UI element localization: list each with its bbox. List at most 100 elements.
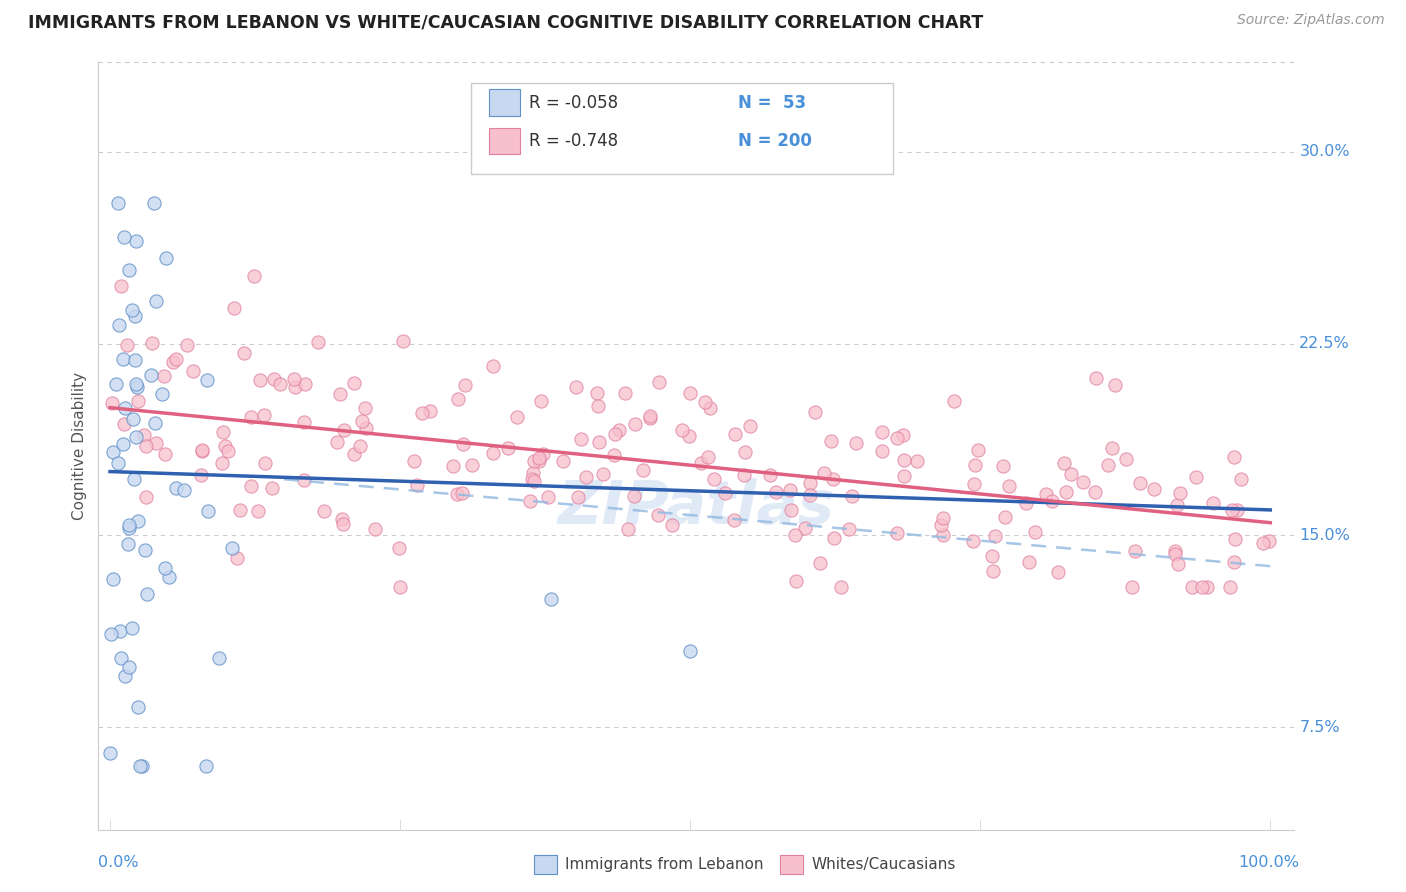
Point: [1202, 495, 1225, 509]
Point: [931, 511, 953, 525]
Point: [284, 380, 307, 394]
Point: [330, 512, 353, 526]
Point: [419, 404, 441, 418]
Point: [821, 472, 844, 486]
Point: [1071, 475, 1094, 489]
Point: [211, 456, 233, 470]
Point: [799, 476, 821, 491]
Point: [153, 369, 176, 384]
Point: [724, 426, 747, 441]
Point: [197, 373, 219, 387]
Point: [165, 481, 187, 495]
Point: [326, 434, 349, 449]
Point: [1191, 580, 1213, 594]
Point: [1101, 441, 1123, 455]
Point: [364, 522, 387, 536]
Point: [872, 444, 894, 458]
Point: [981, 549, 1004, 564]
Point: [292, 474, 315, 488]
Point: [159, 570, 181, 584]
Point: [214, 439, 236, 453]
Point: [1143, 483, 1166, 497]
Point: [153, 447, 176, 461]
Point: [1225, 532, 1247, 546]
Point: [141, 336, 163, 351]
Point: [1035, 487, 1057, 501]
Point: [388, 580, 411, 594]
Point: [963, 458, 986, 472]
Point: [891, 427, 914, 442]
Point: [181, 363, 204, 377]
Point: [101, 396, 124, 410]
Point: [153, 560, 176, 574]
Point: [813, 466, 835, 480]
Point: [1059, 467, 1081, 482]
Point: [118, 521, 141, 535]
Point: [1097, 458, 1119, 472]
Point: [943, 394, 966, 409]
Point: [124, 430, 146, 444]
Point: [388, 541, 411, 555]
Point: [998, 479, 1021, 493]
Point: [124, 309, 146, 323]
Point: [586, 385, 609, 400]
Point: [145, 436, 167, 450]
Point: [1024, 525, 1046, 540]
Point: [127, 393, 149, 408]
Point: [1167, 557, 1189, 571]
Point: [967, 442, 990, 457]
Point: [567, 490, 589, 504]
Point: [240, 478, 263, 492]
Point: [162, 355, 184, 369]
Text: 22.5%: 22.5%: [1299, 336, 1350, 351]
Point: [616, 522, 638, 536]
Point: [107, 196, 129, 211]
Point: [785, 574, 807, 588]
Text: R = -0.058: R = -0.058: [529, 94, 617, 112]
Point: [139, 368, 162, 382]
Point: [1123, 544, 1146, 558]
Point: [699, 401, 721, 416]
Point: [121, 302, 143, 317]
Point: [638, 411, 661, 425]
Point: [1181, 580, 1204, 594]
Point: [191, 443, 214, 458]
Point: [631, 462, 654, 476]
Point: [349, 439, 371, 453]
Point: [592, 467, 614, 481]
Point: [135, 439, 157, 453]
Point: [838, 522, 860, 536]
Point: [124, 472, 146, 486]
Point: [808, 556, 831, 570]
Point: [354, 420, 377, 434]
Point: [239, 410, 262, 425]
Text: ZIPatlas: ZIPatlas: [557, 478, 835, 537]
Point: [228, 503, 250, 517]
Point: [112, 436, 135, 450]
Text: Immigrants from Lebanon: Immigrants from Lebanon: [565, 857, 763, 871]
Point: [993, 459, 1015, 474]
Point: [647, 508, 669, 522]
Point: [405, 477, 427, 491]
Point: [136, 586, 159, 600]
Point: [588, 435, 610, 450]
Point: [292, 415, 315, 429]
Point: [586, 400, 609, 414]
Point: [540, 592, 562, 607]
Point: [411, 406, 433, 420]
Point: [1104, 378, 1126, 392]
Point: [253, 408, 276, 422]
Point: [197, 504, 219, 518]
Point: [1257, 533, 1279, 548]
Point: [738, 418, 761, 433]
Point: [404, 454, 426, 468]
Point: [447, 392, 470, 407]
Point: [212, 425, 235, 440]
Point: [1121, 580, 1143, 594]
Point: [392, 334, 415, 348]
Point: [124, 235, 146, 249]
Point: [112, 230, 135, 244]
Point: [247, 504, 270, 518]
Point: [208, 650, 231, 665]
Point: [332, 423, 354, 437]
